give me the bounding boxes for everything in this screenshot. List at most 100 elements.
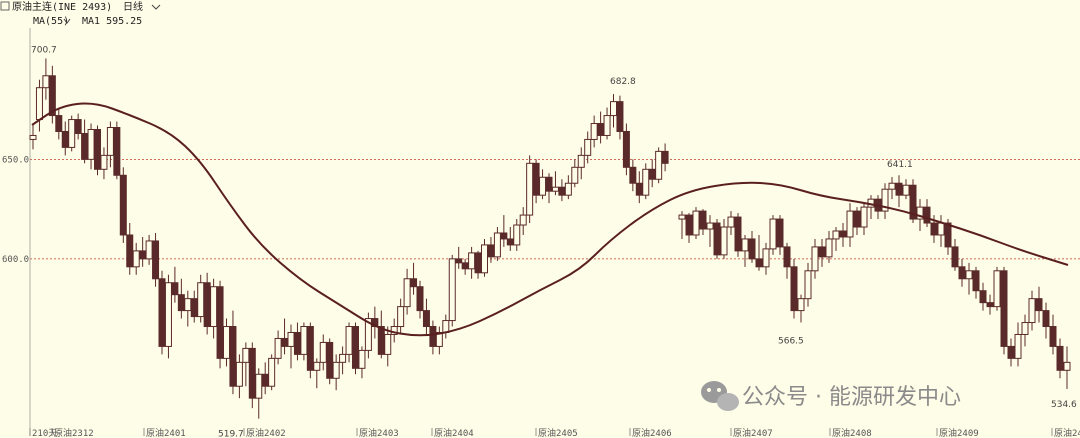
candle-up xyxy=(68,119,76,148)
candle-up xyxy=(313,361,321,371)
candle-down xyxy=(126,234,134,268)
candle-down xyxy=(429,326,437,347)
candle-up xyxy=(223,326,230,359)
candle-down xyxy=(839,230,847,238)
candles xyxy=(29,58,1071,419)
candle-up xyxy=(804,270,812,300)
candle-down xyxy=(958,266,966,280)
candle-down xyxy=(416,286,424,312)
candle-down xyxy=(113,127,121,176)
watermark: 公众号 · 能源研发中心 xyxy=(701,381,961,411)
x-tick-label: 原油2401 xyxy=(146,427,186,438)
candle-down xyxy=(930,222,938,236)
candle-up xyxy=(242,347,250,363)
candle-up xyxy=(448,258,456,322)
candle-up xyxy=(184,298,192,312)
price-annotation: 700.7 xyxy=(31,45,57,55)
candle-down xyxy=(776,218,784,248)
candle-up xyxy=(287,331,295,347)
indicator-label[interactable]: MA(55) xyxy=(33,16,69,27)
candle-down xyxy=(1007,345,1015,359)
candle-up xyxy=(300,326,308,355)
menu-icon[interactable] xyxy=(0,1,10,11)
x-tick-label: 原油24 xyxy=(1054,427,1080,438)
candle-down xyxy=(422,310,430,328)
candle-up xyxy=(268,357,276,387)
candle-down xyxy=(1056,345,1064,371)
watermark-text: 公众号 · 能源研发中心 xyxy=(742,385,961,410)
x-tick-label: 原油2402 xyxy=(246,427,286,438)
candle-down xyxy=(171,282,179,296)
candle-down xyxy=(61,130,69,148)
candle-up xyxy=(332,361,340,379)
candle-up xyxy=(846,210,854,238)
candle-down xyxy=(352,326,359,369)
candle-up xyxy=(87,128,95,160)
candle-down xyxy=(248,347,256,399)
candle-up xyxy=(339,353,347,363)
candle-down xyxy=(48,75,56,117)
candle-down xyxy=(293,331,301,355)
candle-down xyxy=(261,373,269,387)
candle-down xyxy=(203,282,211,328)
candle-up xyxy=(692,210,700,236)
candle-up xyxy=(384,333,392,355)
candle-up xyxy=(403,278,411,308)
period-selector[interactable]: 日线 xyxy=(123,0,143,13)
candle-down xyxy=(545,176,553,192)
candle-down xyxy=(909,184,917,220)
candle-down xyxy=(635,182,643,196)
candle-down xyxy=(972,270,980,292)
candle-up xyxy=(235,361,243,387)
candle-down xyxy=(597,123,605,136)
candle-down xyxy=(410,278,418,288)
candle-up xyxy=(642,168,650,196)
candle-down xyxy=(281,337,289,347)
candle-up xyxy=(106,127,114,156)
y-tick-label: 600.0 xyxy=(2,255,29,265)
x-tick-label: 原油2406 xyxy=(632,427,672,438)
candle-up xyxy=(797,298,805,312)
candle-down xyxy=(190,298,198,318)
instrument-title[interactable]: 原油主连(INE 2493) xyxy=(12,0,112,13)
candle-down xyxy=(500,232,508,240)
candle-up xyxy=(916,206,924,220)
candle-down xyxy=(755,258,763,268)
candle-up xyxy=(210,286,218,328)
candle-down xyxy=(944,222,952,248)
candle-down xyxy=(986,302,994,308)
candle-down xyxy=(74,119,82,134)
candle-up xyxy=(29,134,37,140)
grid: 650.0 600.0 xyxy=(2,28,1080,436)
candle-down xyxy=(94,128,101,170)
candle-up xyxy=(526,162,534,216)
candle-down xyxy=(685,214,693,236)
candle-up xyxy=(1028,298,1036,324)
candle-up xyxy=(1021,322,1029,335)
candle-up xyxy=(164,282,172,347)
x-tick-label: 原油2403 xyxy=(359,427,399,438)
candle-up xyxy=(468,252,476,270)
candle-down xyxy=(661,150,669,164)
price-annotation: 641.1 xyxy=(887,160,913,170)
candle-up xyxy=(888,182,896,190)
candle-up xyxy=(762,248,770,268)
chevron-down-icon[interactable] xyxy=(151,4,161,10)
price-annotation: 534.6 xyxy=(1051,400,1077,410)
candle-down xyxy=(216,286,224,359)
chevron-down-icon[interactable] xyxy=(63,18,71,24)
candle-up xyxy=(741,238,749,252)
candle-up xyxy=(442,320,450,333)
candle-down xyxy=(818,246,826,258)
price-annotation: 519.7 xyxy=(218,430,244,438)
candle-up xyxy=(881,188,889,212)
candle-down xyxy=(229,326,237,387)
candle-down xyxy=(616,101,624,132)
candle-down xyxy=(713,222,721,256)
annotations: 700.7 682.8 641.1 566.5 519.7 534.6 xyxy=(31,45,1077,438)
candle-down xyxy=(377,326,385,355)
x-tick-label: 原油2408 xyxy=(832,427,872,438)
candle-down xyxy=(119,174,127,236)
candle-up xyxy=(706,222,714,230)
